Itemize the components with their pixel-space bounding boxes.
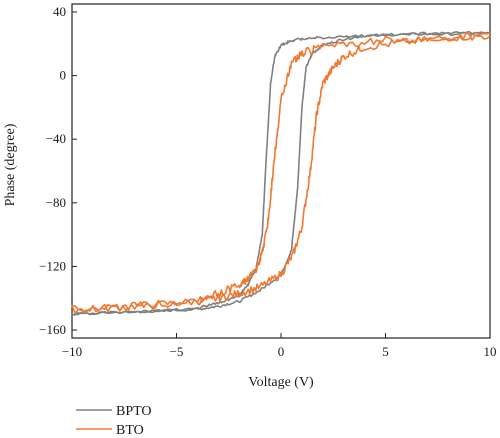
y-tick-label: −40 [46,131,66,146]
y-axis-title: Phase (degree) [3,123,18,206]
x-tick-label: −5 [170,344,184,359]
y-tick-label: 0 [60,68,67,83]
y-tick-label: −120 [39,258,66,273]
series-line-bto [71,31,491,315]
legend-label-bpto: BPTO [116,404,152,419]
y-tick-label: −160 [39,322,66,337]
x-axis-title: Voltage (V) [248,375,314,390]
series-layer [71,30,491,316]
x-tick-label: 0 [278,344,285,359]
axes: −10 −5 0 5 10 40 0 −40 −80 −120 −160 [39,3,497,359]
x-tick-label: −10 [62,344,82,359]
x-tick-label: 10 [484,344,497,359]
plot-frame [71,3,491,339]
legend: BPTO BTO [76,404,152,438]
series-line-bpto [71,30,491,316]
y-tick-label: 40 [53,4,66,19]
y-tick-label: −80 [46,195,66,210]
x-tick-label: 5 [382,344,389,359]
legend-label-bto: BTO [116,423,144,438]
